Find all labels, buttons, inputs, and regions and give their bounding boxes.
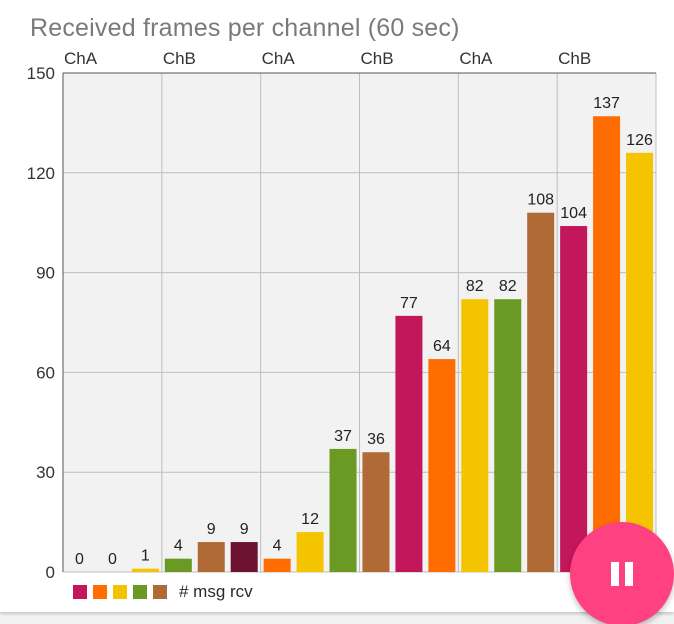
y-tick-label: 30	[36, 463, 55, 482]
bar	[296, 532, 324, 572]
legend-swatch	[73, 585, 87, 599]
bar-value-label: 37	[334, 428, 352, 445]
y-tick-label: 0	[46, 563, 55, 582]
bar-value-label: 82	[466, 278, 484, 295]
pause-icon	[611, 562, 633, 586]
bar-value-label: 0	[75, 551, 84, 568]
pause-button[interactable]	[570, 522, 674, 624]
bar	[560, 226, 588, 572]
bar-value-label: 0	[108, 551, 117, 568]
y-tick-label: 90	[36, 264, 55, 283]
top-axis-label: ChA	[64, 49, 98, 68]
bar-value-label: 126	[626, 132, 653, 149]
bar	[131, 568, 159, 572]
top-axis-label: ChB	[163, 49, 196, 68]
bar-value-label: 64	[433, 338, 451, 355]
top-axis-label: ChA	[262, 49, 296, 68]
bar-value-label: 77	[400, 295, 418, 312]
bar	[461, 299, 489, 572]
bar-value-label: 4	[273, 538, 282, 555]
bar	[197, 542, 225, 572]
y-tick-label: 120	[27, 164, 55, 183]
top-axis-label: ChB	[361, 49, 394, 68]
legend-swatch	[93, 585, 107, 599]
legend-swatch	[113, 585, 127, 599]
bar-value-label: 108	[527, 192, 554, 209]
bar	[329, 448, 357, 572]
bar	[428, 359, 456, 572]
bar-value-label: 1	[141, 548, 150, 565]
legend-label: # msg rcv	[179, 582, 253, 601]
chart-title: Received frames per channel (60 sec)	[30, 14, 460, 42]
bar	[395, 315, 423, 572]
bar-value-label: 4	[174, 538, 183, 555]
bar	[263, 558, 291, 572]
bar	[362, 452, 390, 572]
chart-legend: # msg rcv	[73, 581, 253, 603]
top-axis-label: ChB	[558, 49, 591, 68]
y-tick-label: 150	[27, 64, 55, 83]
bar	[527, 212, 555, 572]
bar-value-label: 137	[593, 95, 620, 112]
bar	[164, 558, 192, 572]
bar	[494, 299, 522, 572]
bar-value-label: 9	[207, 521, 216, 538]
y-tick-label: 60	[36, 363, 55, 382]
bar	[230, 542, 258, 572]
legend-swatch	[153, 585, 167, 599]
bar-value-label: 12	[301, 511, 319, 528]
bar	[593, 116, 621, 572]
bar-value-label: 104	[560, 205, 587, 222]
bar	[626, 152, 654, 572]
bar-value-label: 36	[367, 431, 385, 448]
top-axis-label: ChA	[459, 49, 493, 68]
bar-value-label: 9	[240, 521, 249, 538]
bar-value-label: 82	[499, 278, 517, 295]
legend-swatch	[133, 585, 147, 599]
